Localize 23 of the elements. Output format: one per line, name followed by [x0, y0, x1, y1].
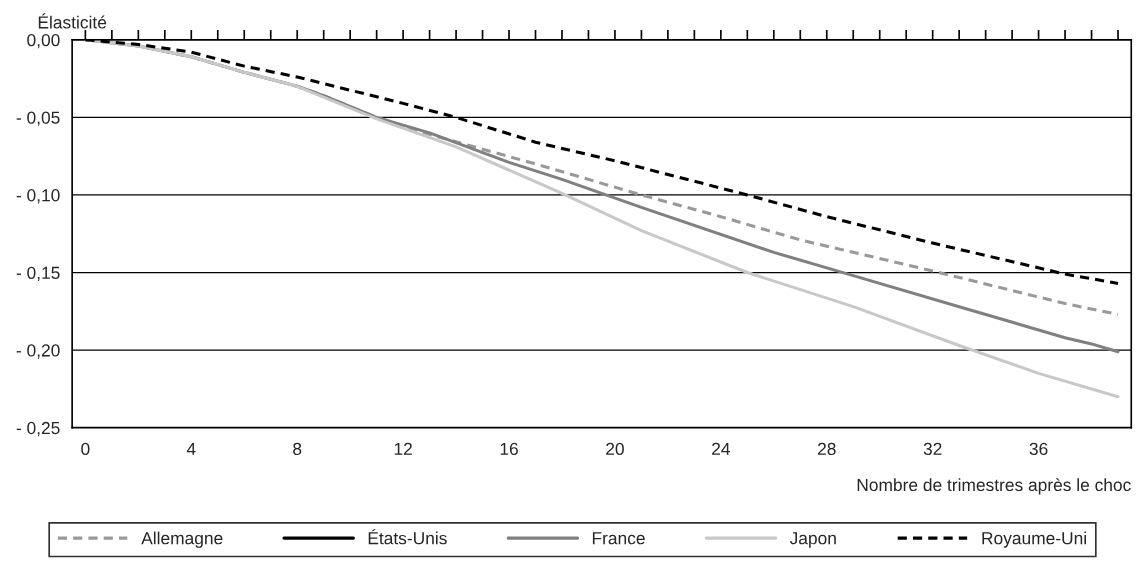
x-tick-label: 16 — [500, 442, 518, 456]
y-tick-label: - 0,05 — [16, 111, 60, 126]
y-tick-label: - 0,20 — [16, 344, 60, 359]
x-tick-label: 20 — [606, 442, 624, 456]
legend-label: France — [592, 532, 645, 545]
x-tick-label: 4 — [186, 442, 196, 455]
x-tick-label: 28 — [817, 442, 836, 456]
x-tick-label: 32 — [923, 442, 942, 456]
x-tick-label: 8 — [293, 442, 302, 456]
legend-label: Allemagne — [141, 531, 223, 548]
y-axis-title: Élasticité — [38, 13, 107, 29]
y-tick-label: - 0,15 — [16, 266, 60, 282]
legend-label: Royaume-Uni — [982, 531, 1086, 548]
x-tick-label: 36 — [1029, 442, 1048, 456]
x-tick-label: 0 — [81, 442, 90, 456]
legend-label: Japon — [789, 532, 836, 548]
x-tick-label: 24 — [712, 442, 730, 455]
legend-label: États-Unis — [368, 529, 447, 545]
y-tick-label: - 0,25 — [16, 421, 60, 437]
x-axis-title: Nombre de trimestres après le choc — [857, 478, 1131, 495]
y-tick-label: - 0,10 — [16, 189, 60, 204]
y-tick-label: 0,00 — [27, 33, 60, 49]
x-tick-label: 12 — [394, 442, 412, 455]
